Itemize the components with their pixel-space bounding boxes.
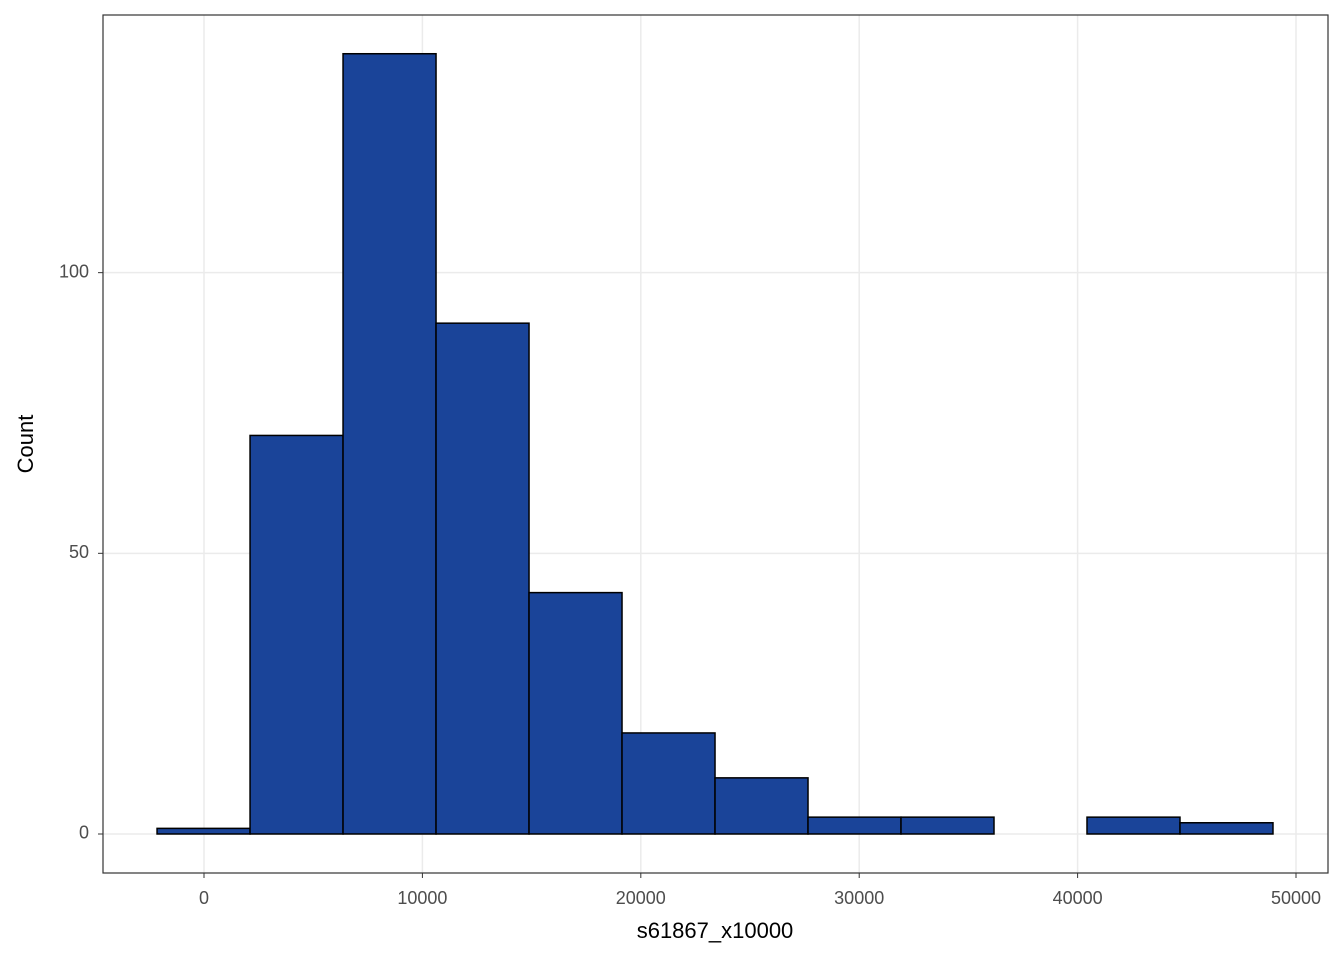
bar <box>528 591 623 835</box>
bar <box>900 816 995 835</box>
bar <box>714 777 809 835</box>
axes: 0 50 100 0 10000 20000 30000 40000 50000 <box>59 261 1321 907</box>
panel-border <box>102 14 1329 874</box>
x-axis-title: s61867_x10000 <box>637 918 794 943</box>
x-tick-label: 0 <box>199 888 209 908</box>
y-axis-title: Count <box>13 415 38 474</box>
y-tick-label: 50 <box>69 542 89 562</box>
bar <box>1086 816 1181 835</box>
bar <box>621 732 716 835</box>
bar <box>342 52 437 835</box>
bar <box>807 816 902 835</box>
x-tick-label: 20000 <box>616 888 666 908</box>
bar <box>1179 822 1274 835</box>
y-tick-label: 100 <box>59 261 89 281</box>
x-tick-label: 50000 <box>1271 888 1321 908</box>
y-tick-label: 0 <box>79 823 89 843</box>
x-tick-label: 10000 <box>397 888 447 908</box>
bar <box>156 827 251 835</box>
bar <box>435 322 530 835</box>
bar <box>249 434 344 835</box>
x-tick-label: 40000 <box>1053 888 1103 908</box>
x-tick-label: 30000 <box>834 888 884 908</box>
bars <box>156 52 1274 835</box>
